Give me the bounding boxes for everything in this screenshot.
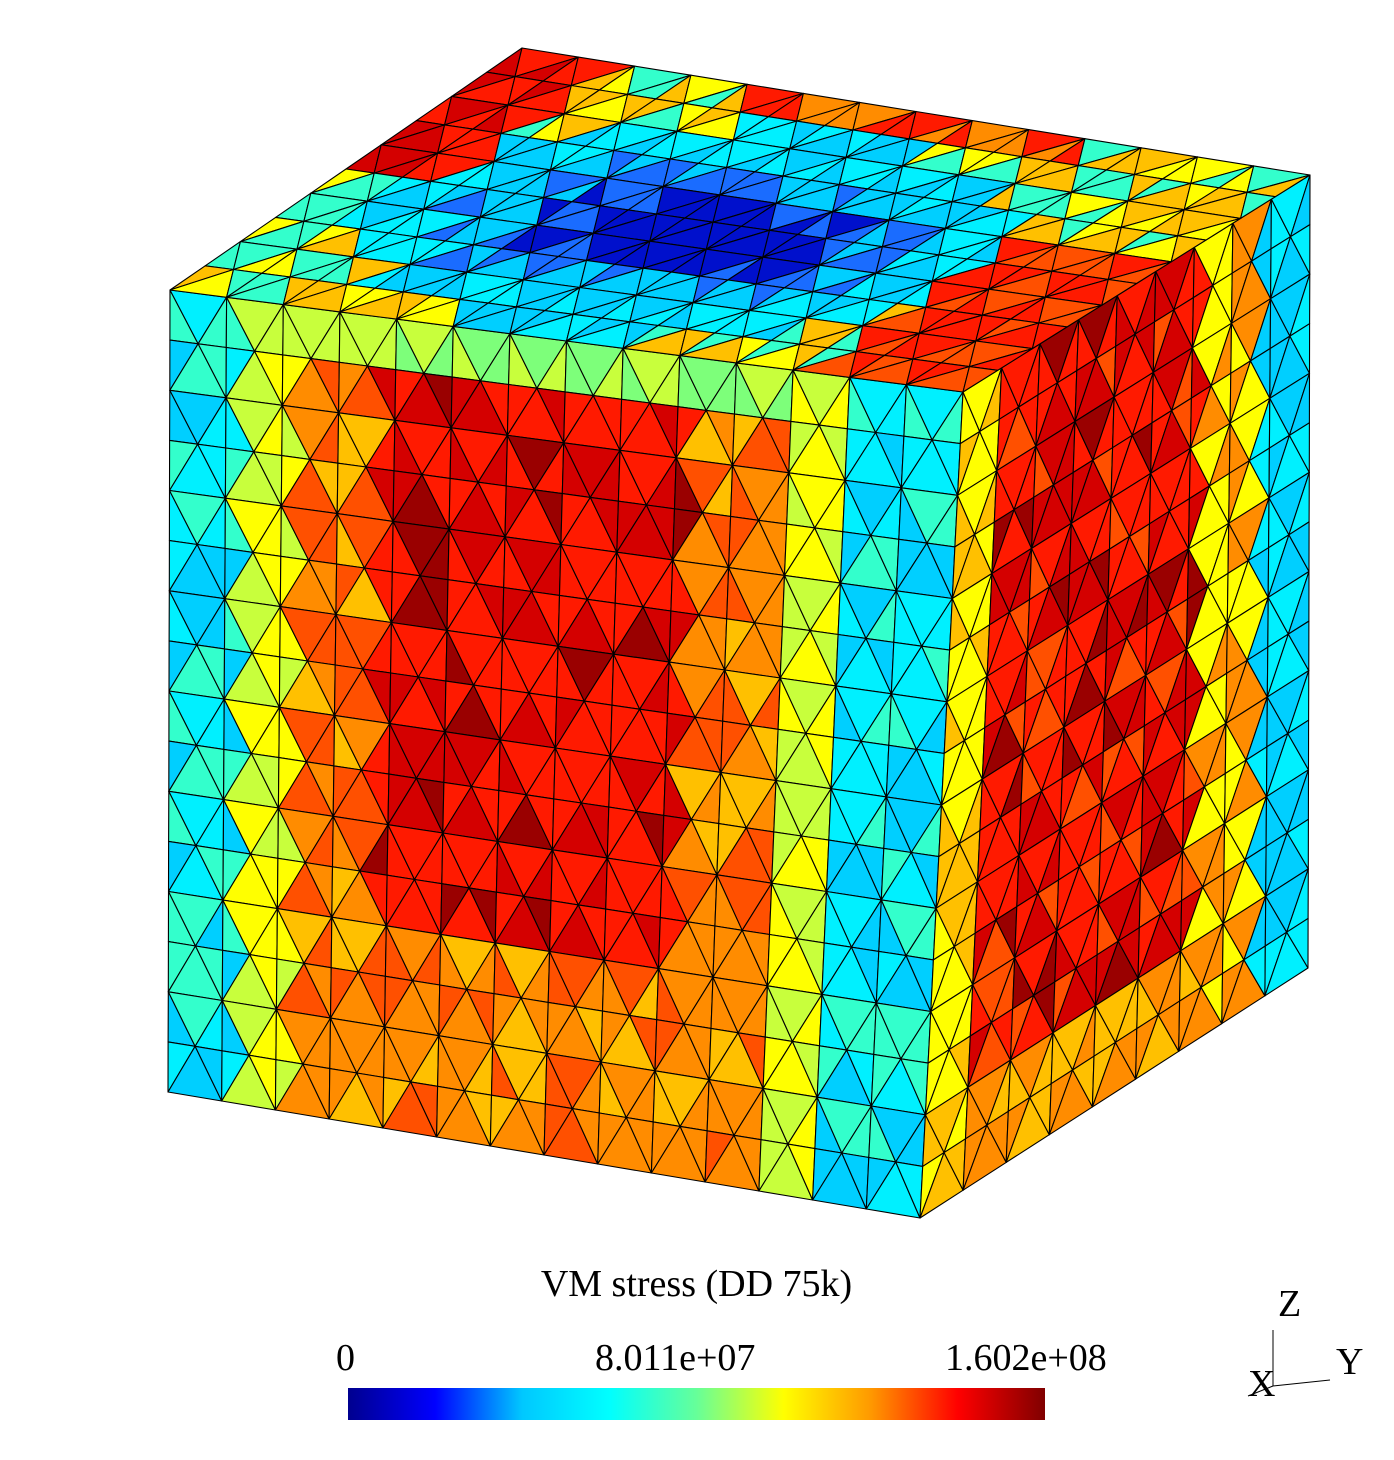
- mesh-element: [1288, 521, 1310, 573]
- mesh-element: [1289, 224, 1311, 275]
- y-axis-label: Y: [1336, 1341, 1363, 1383]
- colorbar-min-label: 0: [336, 1337, 355, 1379]
- mesh-element: [1287, 719, 1310, 771]
- z-axis-label: Z: [1278, 1283, 1301, 1325]
- mesh-element: [1101, 278, 1138, 306]
- cube-front-face: [167, 289, 964, 1219]
- mesh-element: [1286, 818, 1309, 870]
- y-axis-line: [1272, 1379, 1331, 1387]
- orientation-axes-triad: Z X Y: [1247, 1283, 1363, 1405]
- mesh-element: [1288, 422, 1310, 473]
- colorbar-title: VM stress (DD 75k): [540, 1263, 853, 1305]
- mesh-element: [1170, 235, 1207, 263]
- mesh-element: [1286, 917, 1309, 969]
- stress-cube-mesh[interactable]: [0, 0, 1394, 1240]
- colorbar-mid-label: 8.011e+07: [595, 1337, 756, 1379]
- colorbar: [348, 1388, 1045, 1420]
- cube-right-face: [919, 174, 1311, 1219]
- render-viewport[interactable]: [0, 0, 1394, 1240]
- x-axis-label: X: [1248, 1363, 1275, 1405]
- mesh-element: [1240, 191, 1276, 219]
- mesh-element: [1287, 620, 1310, 672]
- mesh-element: [962, 366, 999, 393]
- cube-top-face: [169, 47, 1311, 393]
- mesh-element: [1289, 323, 1311, 374]
- x-axis-line: [1247, 1385, 1274, 1397]
- colorbar-max-label: 1.602e+08: [945, 1337, 1107, 1379]
- mesh-element: [1031, 322, 1068, 350]
